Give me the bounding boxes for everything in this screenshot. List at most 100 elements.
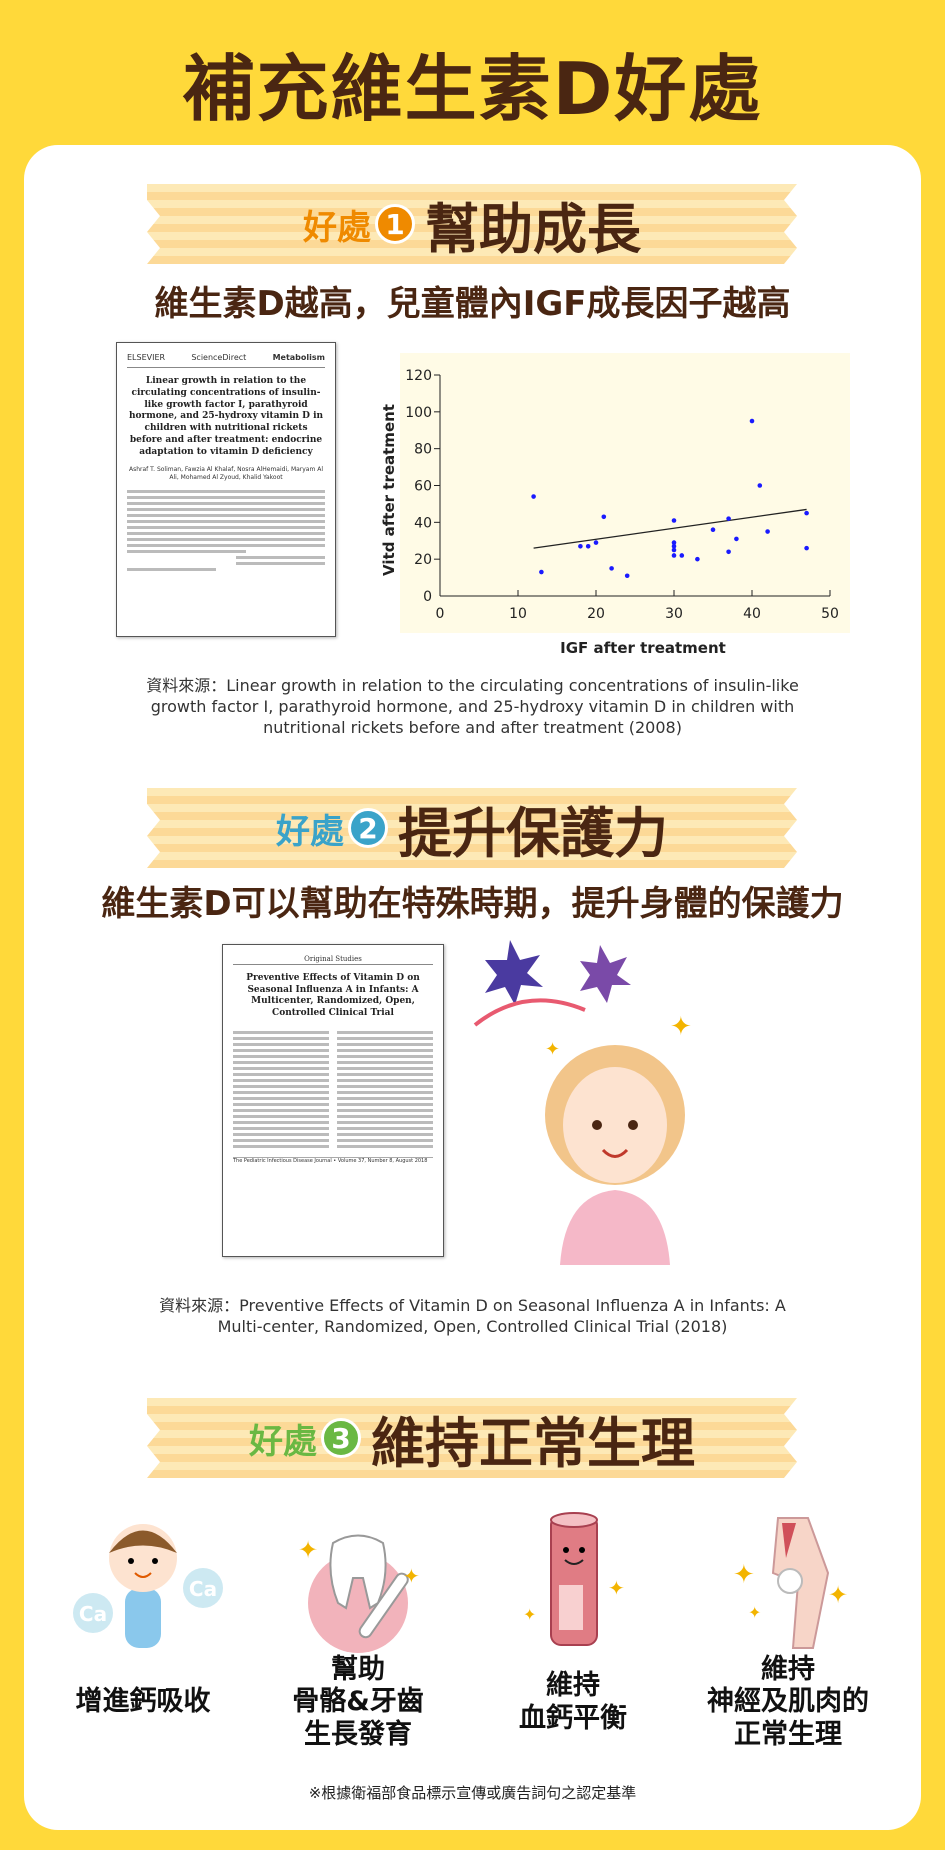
data-point <box>695 556 700 562</box>
feature-label: 維持 血鈣平衡 <box>519 1670 627 1734</box>
section-1-banner: 好處 1 幫助成長 <box>147 184 797 264</box>
data-point <box>539 569 544 575</box>
data-point <box>679 553 685 558</box>
data-point <box>671 543 677 549</box>
feature-bone-teeth: ✦ ✦ 幫助 骨骼&牙齒 生長發育 <box>253 1510 463 1750</box>
paper-thumbnail-2: Original Studies Preventive Effects of V… <box>222 944 444 1257</box>
data-point <box>609 566 614 571</box>
blood-vessel-icon: ✦ ✦ <box>468 1510 678 1655</box>
x-tick-label: 10 <box>509 606 527 622</box>
tooth-bone-icon: ✦ ✦ <box>253 1510 463 1655</box>
svg-text:✦: ✦ <box>403 1564 420 1588</box>
svg-text:✦: ✦ <box>670 1012 692 1042</box>
trend-line <box>533 508 807 549</box>
girl-shirt <box>560 1190 670 1265</box>
data-point <box>671 547 677 553</box>
y-tick-label: 120 <box>405 368 432 384</box>
virus-icon <box>485 940 543 1005</box>
svg-text:✦: ✦ <box>298 1536 318 1564</box>
section-3-banner: 好處 3 維持正常生理 <box>147 1398 797 1478</box>
paper-thumbnail-1: ELSEVIER ScienceDirect Metabolism Linear… <box>116 342 336 637</box>
svg-text:✦: ✦ <box>748 1603 761 1622</box>
y-tick-label: 40 <box>414 515 432 531</box>
data-point <box>601 514 607 520</box>
regulatory-footnote: ※根據衛福部食品標示宣傳或廣告詞句之認定基準 <box>308 1784 637 1802</box>
section-2-subtitle: 維生素D可以幫助在特殊時期，提升身體的保護力 <box>101 884 844 924</box>
publisher: ScienceDirect <box>191 353 247 362</box>
knee-joint-icon: ✦ ✦ ✦ <box>683 1510 893 1655</box>
data-point <box>531 494 536 499</box>
data-point <box>671 540 677 545</box>
svg-text:✦: ✦ <box>523 1605 536 1624</box>
data-point <box>671 553 677 558</box>
y-tick-label: 80 <box>414 442 432 458</box>
number-badge: 1 <box>375 204 415 244</box>
x-tick-label: 30 <box>665 606 683 622</box>
x-tick-label: 0 <box>436 606 445 622</box>
source-citation-2: 資料來源：Preventive Effects of Vitamin D on … <box>159 1296 786 1336</box>
y-tick-label: 100 <box>405 405 432 421</box>
data-point <box>804 510 809 516</box>
x-tick-label: 50 <box>821 606 839 622</box>
data-point <box>765 529 770 534</box>
paper-footer: The Pediatric Infectious Disease Journal… <box>233 1156 433 1165</box>
data-point <box>578 543 583 549</box>
feature-label: 幫助 骨骼&牙齒 生長發育 <box>292 1653 424 1750</box>
data-point <box>593 540 599 545</box>
data-point <box>671 518 677 523</box>
y-tick-label: 20 <box>414 552 432 568</box>
svg-text:✦: ✦ <box>608 1576 625 1600</box>
data-point <box>624 573 630 579</box>
x-tick-label: 40 <box>743 606 761 622</box>
svg-text:✦: ✦ <box>545 1039 560 1060</box>
elsevier-logo: ELSEVIER <box>127 353 166 362</box>
feature-blood-calcium: ✦ ✦ 維持 血鈣平衡 <box>468 1510 678 1750</box>
benefit-tag: 好處 <box>303 207 371 248</box>
girl-face <box>563 1067 667 1183</box>
data-point <box>757 483 763 488</box>
svg-text:✦: ✦ <box>733 1560 755 1590</box>
page-title: 補充維生素D好處 <box>182 47 763 131</box>
section-1-subtitle: 維生素D越高，兒童體內IGF成長因子越高 <box>154 284 791 324</box>
data-point <box>585 543 591 549</box>
feature-nerve-muscle: ✦ ✦ ✦ 維持 神經及肌肉的 正常生理 <box>683 1510 893 1750</box>
y-tick-label: 0 <box>423 589 432 605</box>
shield-arc <box>473 998 586 1027</box>
data-point <box>726 516 731 521</box>
data-point <box>726 549 731 555</box>
benefit-tag: 好處 <box>249 1421 317 1462</box>
paper-title: Preventive Effects of Vitamin D on Seaso… <box>246 973 420 1019</box>
svg-text:Ca: Ca <box>189 1577 217 1601</box>
svg-text:✦: ✦ <box>828 1581 848 1609</box>
baby-calcium-icon: Ca Ca <box>38 1510 248 1655</box>
number-badge: 2 <box>348 808 388 848</box>
section-2-banner: 好處 2 提升保護力 <box>147 788 797 868</box>
x-tick-label: 20 <box>587 606 605 622</box>
number-badge: 3 <box>321 1418 361 1458</box>
journal-name: Metabolism <box>272 353 325 362</box>
paper-title: Linear growth in relation to the circula… <box>128 376 324 457</box>
data-point <box>749 418 755 424</box>
section-heading: 幫助成長 <box>425 197 641 261</box>
data-point <box>710 527 716 532</box>
feature-label: 增進鈣吸收 <box>75 1686 211 1718</box>
chart-background <box>400 353 850 633</box>
y-tick-label: 60 <box>414 479 432 495</box>
scatter-chart: 0 10 20 30 40 50 0 20 40 60 80 100 120 Vitd after tr… <box>380 353 850 657</box>
data-point <box>804 545 809 551</box>
section-heading: 提升保護力 <box>398 801 668 865</box>
svg-text:Ca: Ca <box>79 1602 107 1626</box>
paper-authors: Ashraf T. Soliman, Fawzia Al Khalaf, Nos… <box>128 466 324 481</box>
paper-body-lines <box>233 1028 433 1151</box>
paper-body-lines <box>127 489 325 571</box>
girl-protection-illustration: ✦✦ <box>473 940 692 1265</box>
paper-section: Original Studies <box>233 955 433 966</box>
x-axis-label: IGF after treatment <box>560 639 726 657</box>
data-point <box>734 536 739 542</box>
benefit-tag: 好處 <box>276 811 344 852</box>
source-citation-1: 資料來源：Linear growth in relation to the ci… <box>146 676 799 737</box>
virus-icon <box>580 945 631 1003</box>
feature-label: 維持 神經及肌肉的 正常生理 <box>707 1653 869 1750</box>
feature-calcium-absorption: Ca Ca 增進鈣吸收 <box>38 1510 248 1750</box>
y-axis-label: Vitd after treatment <box>380 404 398 576</box>
